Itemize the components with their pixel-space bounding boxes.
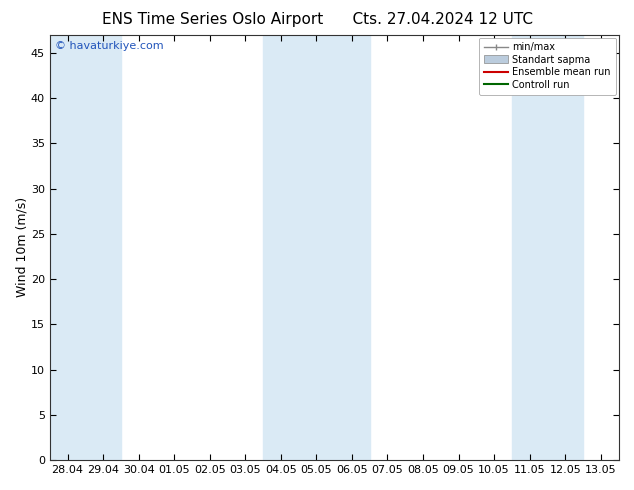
Bar (49, 35, 121, 460)
Legend: min/max, Standart sapma, Ensemble mean run, Controll run: min/max, Standart sapma, Ensemble mean r… (479, 38, 616, 95)
Bar (512, 35, 583, 460)
Text: © havaturkiye.com: © havaturkiye.com (55, 41, 164, 51)
Bar (263, 35, 370, 460)
Y-axis label: Wind 10m (m/s): Wind 10m (m/s) (15, 197, 28, 297)
Text: ENS Time Series Oslo Airport      Cts. 27.04.2024 12 UTC: ENS Time Series Oslo Airport Cts. 27.04.… (101, 12, 533, 27)
